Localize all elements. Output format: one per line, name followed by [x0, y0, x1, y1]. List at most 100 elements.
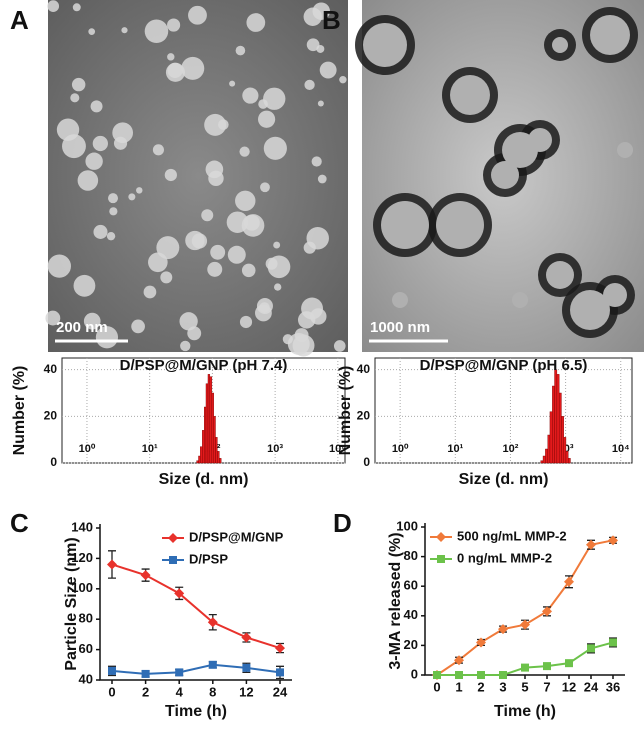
marker: [520, 619, 530, 630]
particle: [311, 156, 322, 167]
marker: [175, 668, 184, 677]
y-tick-label: 100: [396, 518, 418, 533]
y-tick-label: 80: [79, 611, 93, 626]
x-axis-label: Size (d. nm): [159, 471, 249, 488]
bar: [204, 406, 207, 464]
marker: [437, 555, 445, 563]
particle: [263, 136, 287, 160]
bar: [547, 434, 551, 464]
x-tick-label: 2: [142, 684, 149, 699]
bar: [205, 383, 209, 464]
marker: [242, 663, 251, 672]
particle: [47, 0, 60, 12]
marker: [140, 570, 151, 581]
scale-bar-label: 200 nm: [56, 319, 108, 336]
particle: [306, 38, 320, 52]
particle: [45, 310, 61, 326]
particle: [258, 99, 268, 109]
x-axis-label: Time (h): [165, 703, 227, 720]
particle: [167, 53, 175, 61]
particle: [570, 290, 610, 330]
marker: [454, 655, 464, 666]
y-tick-label: 40: [404, 607, 418, 622]
x-tick-label: 10⁰: [392, 443, 409, 455]
particles-b: [355, 7, 638, 338]
legend-label: D/PSP@M/GNP: [189, 529, 284, 544]
marker: [241, 632, 252, 643]
particle: [226, 211, 249, 233]
bar: [568, 458, 571, 464]
chart-title: D/PSP@M/GNP (pH 7.4): [120, 357, 288, 374]
x-tick-label: 7: [543, 679, 550, 694]
x-tick-label: 10²: [502, 443, 518, 455]
panel-label: B: [322, 5, 341, 35]
particle: [109, 207, 118, 216]
marker: [436, 532, 446, 542]
bar: [556, 374, 560, 464]
particle: [267, 255, 291, 279]
particle: [363, 23, 407, 67]
y-tick-label: 60: [79, 641, 93, 656]
particle: [156, 236, 180, 260]
bar: [209, 376, 213, 464]
particle: [333, 340, 346, 352]
particle: [235, 190, 256, 212]
particle: [92, 135, 108, 152]
particle: [617, 142, 633, 158]
legend-label: D/PSP: [189, 551, 228, 566]
panel-label: C: [10, 508, 29, 538]
y-tick-label: 140: [71, 519, 93, 534]
x-tick-label: 10⁰: [79, 443, 96, 455]
particle: [227, 245, 246, 264]
particle: [131, 319, 145, 334]
marker: [586, 539, 596, 550]
panel-label: D: [333, 508, 352, 538]
y-tick-label: 120: [71, 550, 93, 565]
particle: [128, 193, 136, 201]
marker: [168, 533, 178, 543]
marker: [476, 637, 486, 648]
particle: [303, 7, 322, 26]
particle: [62, 134, 86, 159]
y-tick-label: 20: [404, 637, 418, 652]
particle: [73, 274, 96, 297]
legend-label: 500 ng/mL MMP-2: [457, 528, 567, 543]
particle: [185, 230, 205, 251]
x-tick-label: 0: [433, 679, 440, 694]
x-tick-label: 12: [239, 684, 253, 699]
x-tick-label: 4: [176, 684, 184, 699]
bar: [202, 430, 205, 464]
marker: [174, 588, 185, 599]
particle: [148, 252, 168, 273]
particle: [77, 170, 99, 191]
y-tick-label: 40: [44, 362, 58, 376]
marker: [521, 663, 529, 672]
particle: [263, 87, 286, 110]
y-tick-label: 80: [404, 548, 418, 563]
marker: [608, 535, 618, 546]
particle: [297, 311, 316, 329]
x-tick-label: 10⁴: [612, 443, 630, 455]
x-tick-label: 10³: [267, 443, 283, 455]
particle: [160, 271, 173, 284]
marker: [169, 556, 177, 564]
particle: [287, 332, 310, 355]
bar: [545, 448, 548, 464]
particle: [546, 261, 574, 289]
x-tick-label: 2: [477, 679, 484, 694]
bar: [213, 416, 216, 464]
marker: [542, 606, 552, 617]
axis: [99, 524, 292, 681]
y-axis-label: Particle Size (nm): [63, 537, 80, 670]
marker: [141, 669, 150, 678]
particle: [528, 128, 552, 152]
particle: [304, 79, 315, 91]
particle: [257, 110, 276, 128]
particle: [180, 340, 191, 352]
x-tick-label: 36: [606, 679, 620, 694]
scale-bar-label: 1000 nm: [370, 319, 430, 336]
particle: [179, 312, 198, 331]
bar: [558, 392, 562, 464]
particle: [181, 56, 205, 80]
particle: [201, 209, 214, 222]
